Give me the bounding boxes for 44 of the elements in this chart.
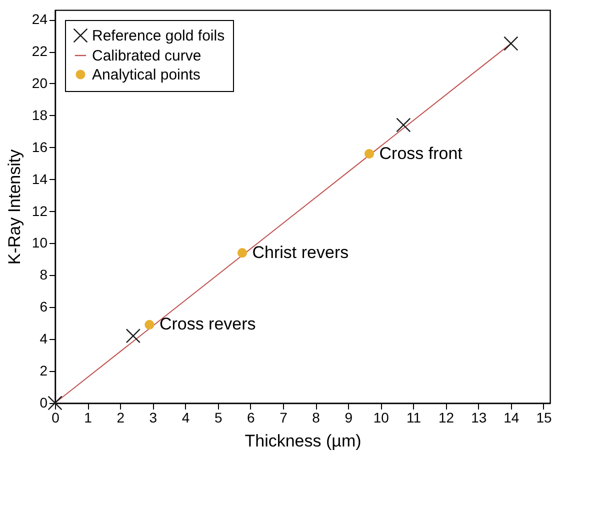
y-tick-label: 6 [40, 298, 48, 315]
annotation: Cross revers [159, 314, 256, 334]
y-tick-label: 0 [40, 394, 48, 410]
x-tick-label: 9 [344, 410, 353, 426]
x-tick-label: 4 [182, 410, 190, 426]
legend-label: Reference gold foils [92, 28, 225, 44]
y-tick-label: 20 [32, 74, 48, 91]
y-tick-label: 16 [32, 138, 48, 155]
x-axis-title: Thickness (µm) [244, 432, 362, 450]
y-tick-label: 24 [32, 11, 48, 28]
point [48, 396, 62, 410]
x-tick-label: 12 [438, 410, 454, 426]
x-tick-label: 10 [373, 410, 390, 426]
point [144, 320, 154, 330]
x-tick-label: 15 [536, 410, 552, 426]
x-tick-label: 3 [149, 410, 158, 426]
y-tick-label: 2 [40, 362, 48, 379]
y-tick-label: 12 [32, 202, 48, 219]
point [396, 118, 411, 132]
y-tick-label: 4 [40, 330, 48, 347]
y-tick-label: 22 [32, 43, 48, 60]
point [126, 328, 140, 344]
y-tick-label: 18 [32, 106, 48, 123]
x-tick-label: 8 [312, 410, 320, 426]
x-tick-label: 13 [471, 410, 487, 426]
x-tick-label: 1 [84, 410, 92, 426]
y-tick-label: 8 [40, 266, 48, 283]
point [364, 149, 374, 159]
x-tick-label: 5 [214, 410, 222, 426]
y-axis-title: K-Ray Intensity [4, 148, 24, 265]
x-tick-label: 11 [406, 410, 422, 426]
y-tick-label: 14 [32, 170, 48, 187]
x-tick-label: 14 [504, 410, 520, 426]
legend-label: Calibrated curve [92, 48, 202, 64]
x-tick-label: 2 [116, 410, 125, 426]
point [504, 36, 518, 51]
legend-label: Analytical points [92, 66, 200, 84]
x-tick-label: 6 [246, 410, 255, 426]
annotation: Christ revers [252, 242, 349, 262]
point [237, 248, 248, 258]
annotation: Cross front [379, 144, 463, 163]
x-tick-label: 7 [280, 410, 288, 426]
y-tick-label: 10 [32, 234, 48, 251]
x-tick-label: 0 [52, 410, 60, 426]
